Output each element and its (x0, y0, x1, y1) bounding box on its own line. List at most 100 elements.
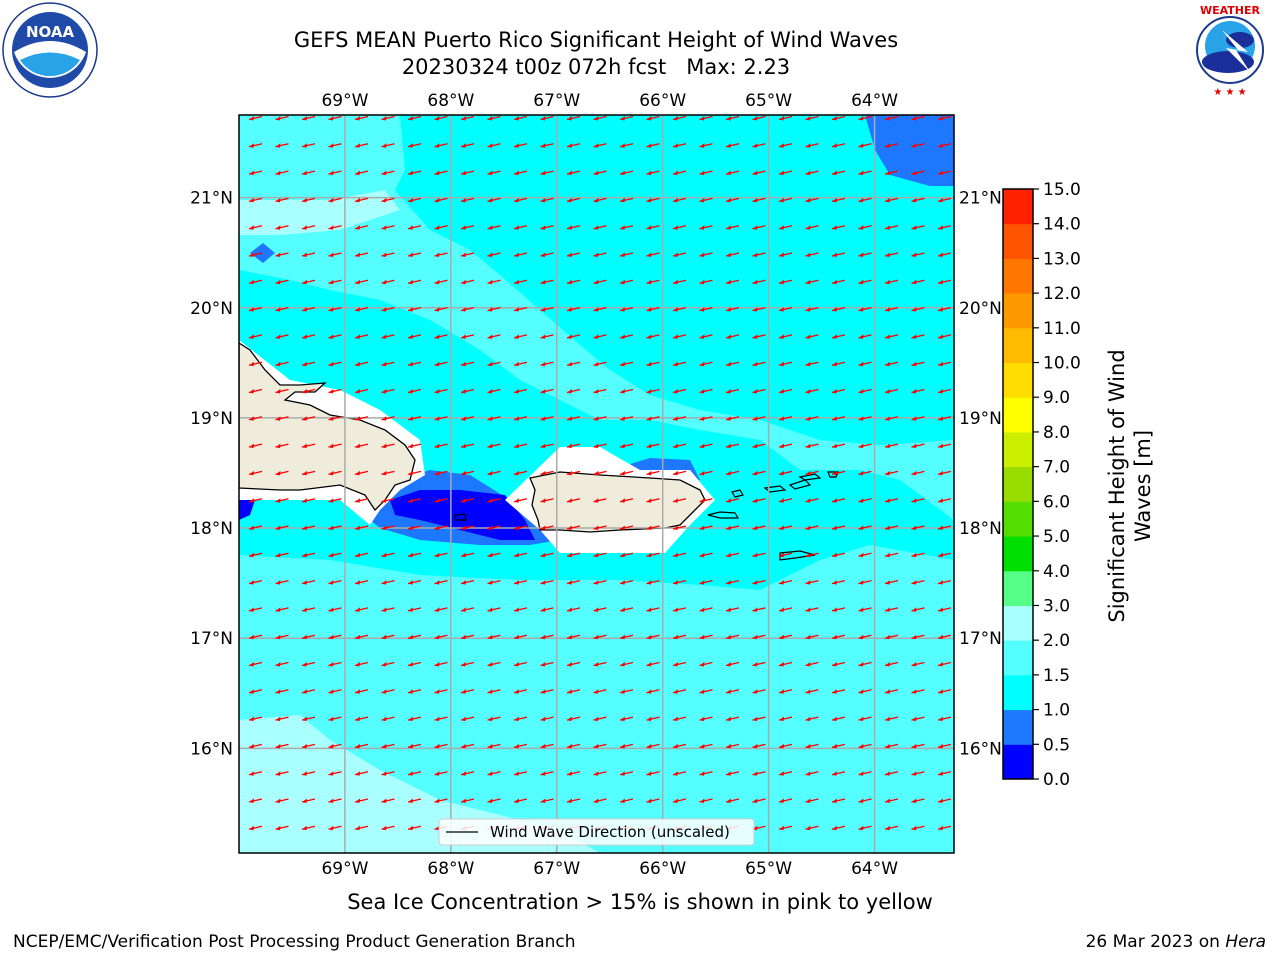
wind-arrow (248, 661, 263, 667)
wind-arrow (275, 689, 289, 694)
wind-arrow (407, 225, 422, 230)
wind-arrow (937, 498, 952, 503)
wind-arrow (752, 279, 766, 285)
wind-arrow (911, 115, 925, 121)
wind-arrow (248, 825, 263, 831)
wind-arrow (805, 361, 819, 367)
wind-arrow (593, 470, 607, 476)
wind-arrow (460, 470, 475, 476)
wind-arrow (275, 716, 289, 722)
wind-arrow (884, 470, 899, 476)
wind-arrow (805, 689, 819, 694)
wind-arrow (513, 470, 528, 476)
wind-arrow (752, 197, 766, 203)
wind-arrow (752, 771, 766, 776)
wind-arrow (434, 416, 448, 421)
wind-arrow (540, 525, 554, 530)
wind-arrow (513, 579, 528, 585)
lat-tick-label-right: 21°N (959, 189, 1002, 209)
wind-arrow (540, 197, 554, 203)
wind-arrow (434, 634, 448, 640)
wind-arrow (301, 443, 316, 449)
wind-arrow (858, 552, 872, 558)
wind-arrow (487, 334, 501, 339)
noaa-logo: NOAA (2, 2, 98, 98)
wind-arrow (460, 361, 475, 367)
wind-arrow (699, 798, 713, 803)
wind-arrow (248, 634, 263, 640)
wind-arrow (672, 170, 687, 176)
wind-arrow (884, 170, 899, 176)
wind-arrow (275, 470, 289, 476)
wind-arrow (540, 634, 554, 640)
wind-arrow (619, 306, 634, 312)
wind-arrow (434, 552, 448, 558)
wind-arrow (646, 579, 660, 585)
wind-arrow (884, 334, 899, 339)
wind-arrow (301, 334, 316, 339)
wind-arrow (593, 525, 607, 530)
lon-tick-label-bottom: 66°W (639, 859, 686, 879)
wind-arrow (911, 525, 925, 530)
wind-arrow (937, 716, 952, 722)
wind-arrow (487, 443, 501, 449)
footer-credit: NCEP/EMC/Verification Post Processing Pr… (13, 932, 576, 952)
nws-logo: WEATHER ★ ★ ★ (1182, 2, 1278, 98)
wind-arrow (301, 361, 316, 367)
wind-arrow (301, 197, 316, 203)
wind-arrow (937, 443, 952, 449)
wind-arrow (434, 115, 448, 121)
wind-arrow (513, 743, 528, 749)
lon-tick-label-bottom: 68°W (427, 859, 474, 879)
wind-arrow (248, 170, 263, 176)
colorbar-segment (1003, 397, 1033, 433)
wind-arrow (460, 225, 475, 230)
wind-arrow (778, 552, 793, 558)
wind-arrow (884, 743, 899, 749)
wind-arrow (566, 552, 581, 558)
wind-arrow (434, 716, 448, 722)
wind-arrow (646, 552, 660, 558)
wind-arrow (937, 771, 952, 776)
wind-arrow (301, 771, 316, 776)
wind-arrow (248, 798, 263, 803)
wind-arrow (487, 771, 501, 776)
wind-arrow (672, 416, 687, 421)
wind-arrow (831, 143, 846, 148)
wind-arrow (248, 498, 263, 503)
colorbar-segment (1003, 501, 1033, 537)
wind-arrow (354, 498, 369, 503)
wind-arrow (407, 716, 422, 722)
colorbar-segment (1003, 431, 1033, 468)
wind-arrow (619, 416, 634, 421)
wind-arrow (619, 225, 634, 230)
wind-arrow (487, 225, 501, 230)
wind-arrow (460, 143, 475, 148)
wind-arrow (381, 416, 395, 421)
wind-arrow (646, 689, 660, 694)
wind-arrow (487, 361, 501, 367)
wind-arrow (646, 143, 660, 148)
colorbar-segment (1003, 709, 1033, 745)
longitude-labels-bottom: 69°W 68°W 67°W 66°W 65°W 64°W (321, 859, 898, 879)
wind-arrow (487, 552, 501, 558)
wind-arrow (725, 143, 740, 148)
wind-arrow (646, 115, 660, 121)
wind-arrow (248, 388, 263, 394)
wind-arrow (566, 525, 581, 530)
wind-arrow (805, 716, 819, 722)
colorbar-segment (1003, 189, 1033, 225)
wind-arrow (487, 743, 501, 749)
wind-arrow (301, 416, 316, 421)
wind-arrow (487, 634, 501, 640)
wind-arrow (699, 197, 713, 203)
wind-arrow (354, 416, 369, 421)
wind-arrow (301, 716, 316, 722)
wind-arrow (858, 470, 872, 476)
wind-arrow (831, 388, 846, 394)
wind-arrow (381, 689, 395, 694)
wind-arrow (858, 743, 872, 749)
wind-arrow (407, 252, 422, 257)
wind-arrow (593, 798, 607, 803)
wind-arrow (540, 743, 554, 749)
